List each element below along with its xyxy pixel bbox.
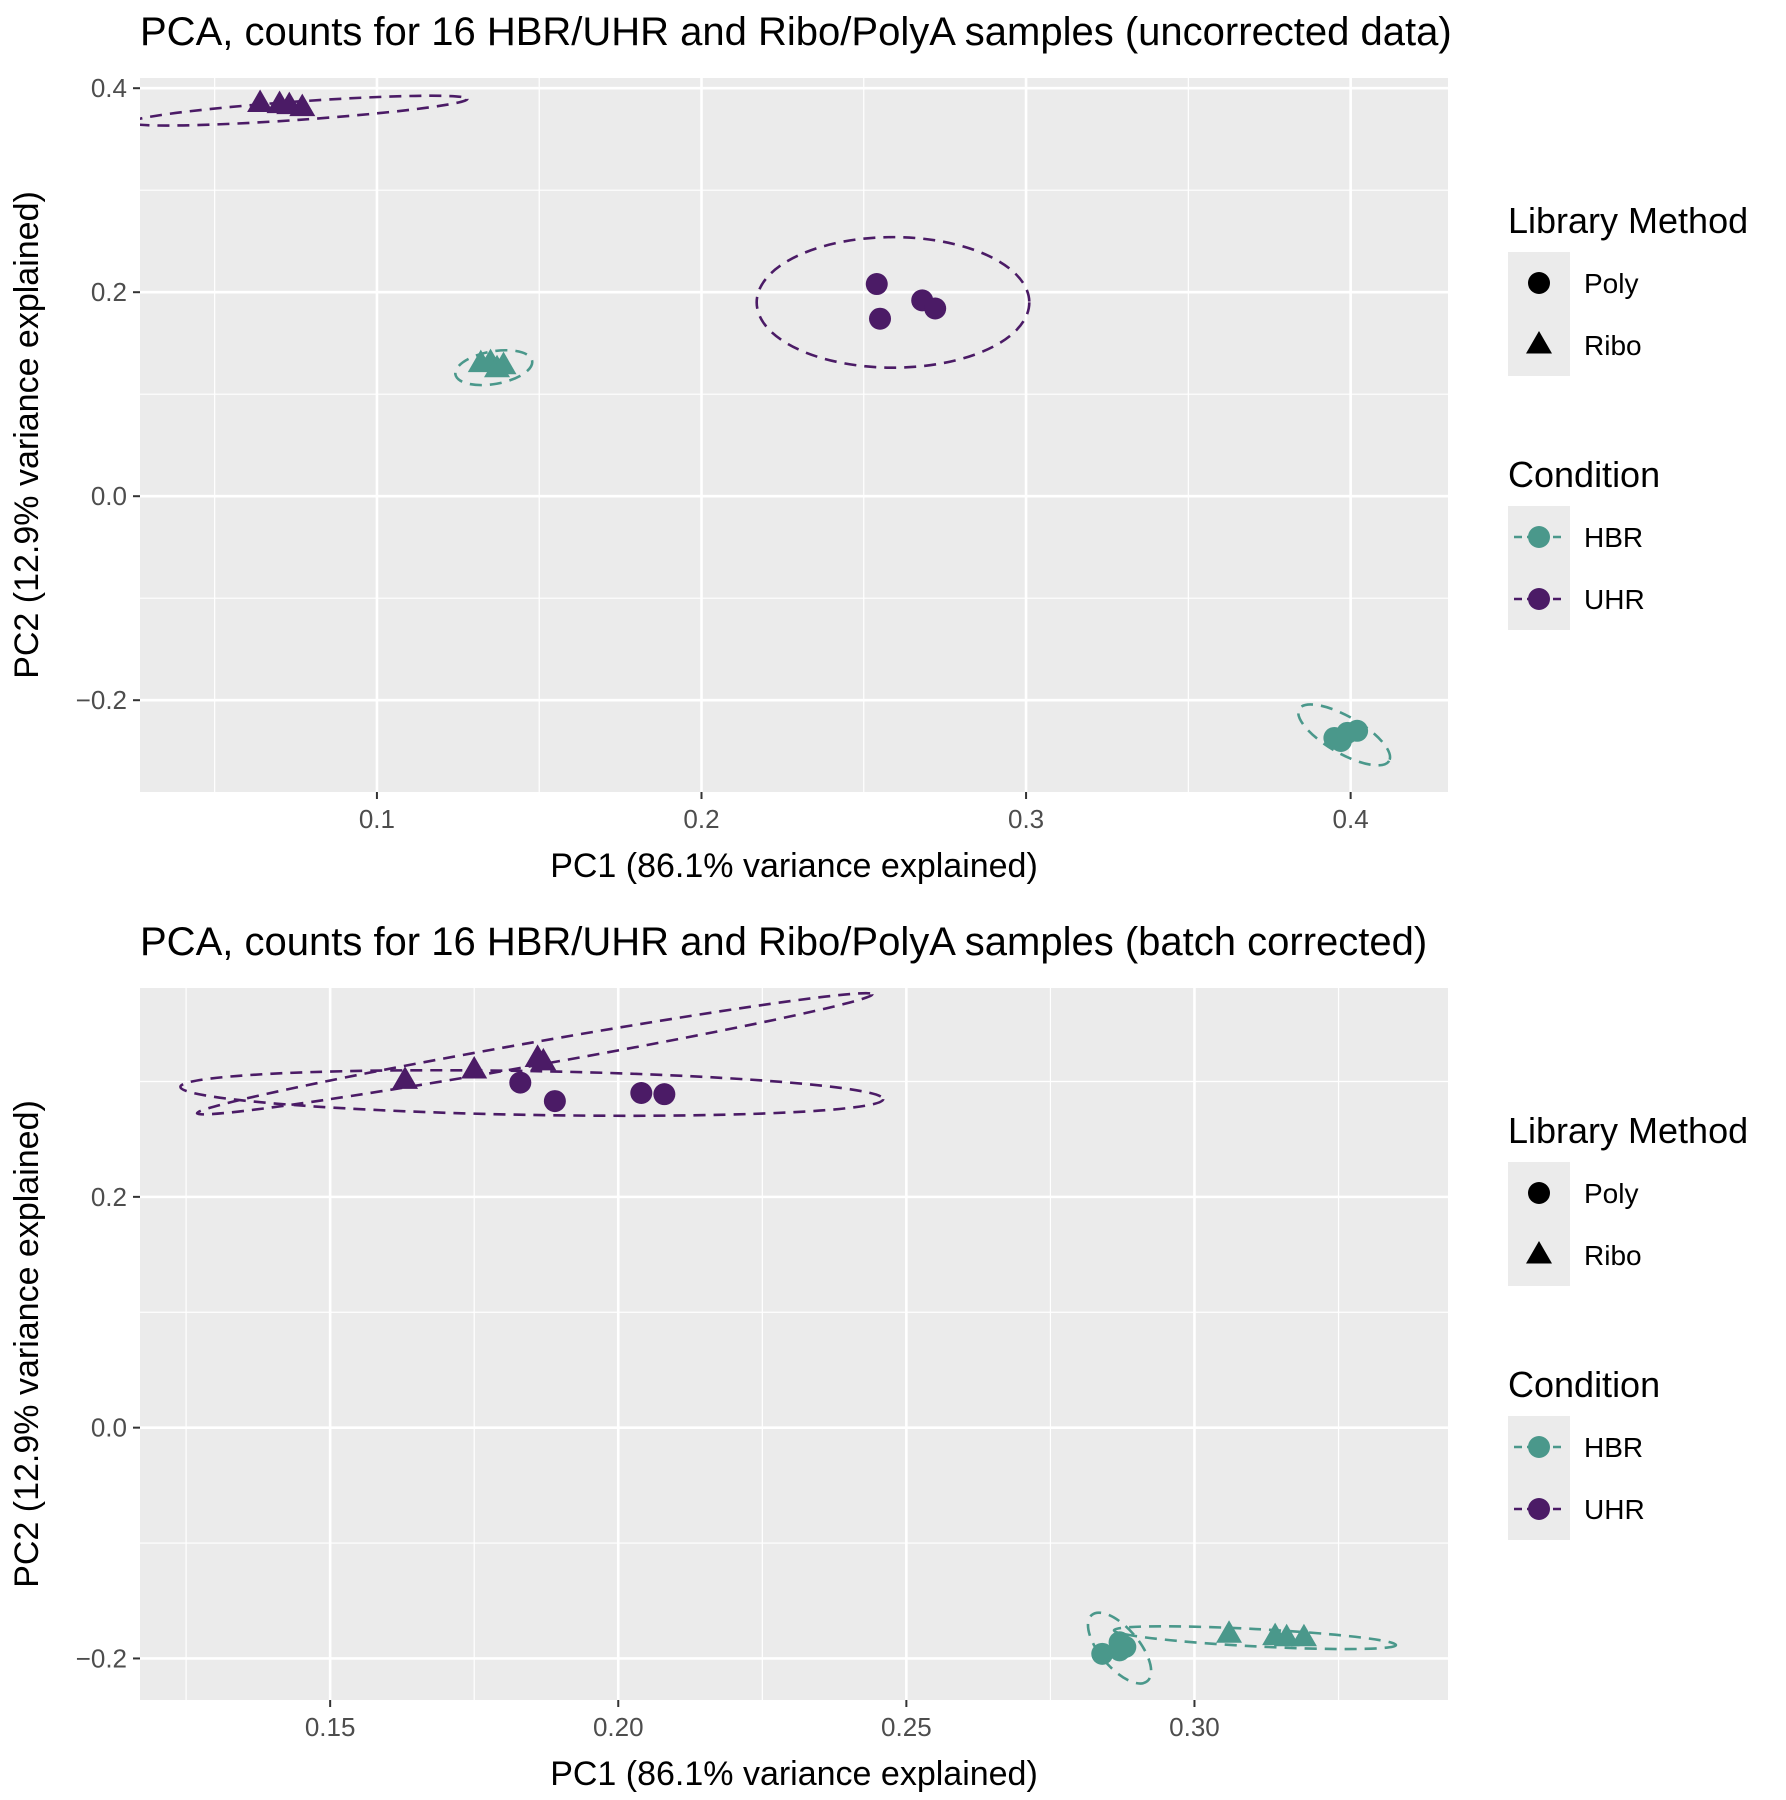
legend-label-condition: HBR — [1584, 522, 1643, 553]
chart-panel-1: PCA, counts for 16 HBR/UHR and Ribo/Poly… — [8, 10, 1748, 885]
plot-panel — [140, 988, 1448, 1700]
legend-title-condition: Condition — [1508, 1364, 1660, 1405]
point-uhr-poly — [630, 1082, 653, 1105]
point-uhr-ribo — [247, 89, 274, 113]
x-tick-label: 0.25 — [881, 1712, 932, 1742]
point-hbr-ribo — [490, 351, 517, 375]
legend-ribo-icon — [1526, 1241, 1552, 1264]
x-tick-label: 0.4 — [1333, 804, 1369, 834]
legend-label-condition: HBR — [1584, 1432, 1643, 1463]
point-uhr-ribo — [461, 1055, 488, 1079]
legend-ribo-icon — [1526, 331, 1552, 354]
point-hbr-ribo — [1290, 1623, 1317, 1647]
x-tick-label: 0.1 — [359, 804, 395, 834]
x-tick-label: 0.30 — [1169, 1712, 1220, 1742]
point-hbr-ribo — [1216, 1620, 1243, 1643]
point-uhr-poly — [653, 1083, 676, 1106]
x-tick-label: 0.2 — [683, 804, 719, 834]
x-axis-title: PC1 (86.1% variance explained) — [550, 1755, 1038, 1793]
x-axis-title: PC1 (86.1% variance explained) — [550, 847, 1038, 885]
point-uhr-poly — [924, 297, 947, 320]
legend-uhr-icon — [1528, 1498, 1550, 1520]
point-hbr-ribo — [1273, 1623, 1300, 1647]
x-tick-label: 0.15 — [305, 1712, 356, 1742]
chart-title: PCA, counts for 16 HBR/UHR and Ribo/Poly… — [140, 10, 1452, 54]
grid-lines — [140, 988, 1448, 1700]
point-uhr-ribo — [530, 1047, 557, 1071]
legend-title-method: Library Method — [1508, 200, 1748, 241]
y-tick-label: 0.0 — [91, 481, 127, 511]
y-tick-label: −0.2 — [76, 685, 127, 715]
legend-title-method: Library Method — [1508, 1110, 1748, 1151]
confidence-ellipse-hbr — [1112, 1625, 1398, 1651]
legend: Library Method Poly Ribo Condition HBR UHR — [1508, 1110, 1748, 1540]
legend-label-method: Ribo — [1584, 1240, 1642, 1271]
legend: Library Method Poly Ribo Condition HBR UHR — [1508, 200, 1748, 630]
legend-label-method: Poly — [1584, 268, 1638, 299]
point-uhr-poly — [865, 273, 888, 296]
y-tick-label: 0.2 — [91, 1182, 127, 1212]
legend-poly-icon — [1528, 1182, 1550, 1204]
legend-uhr-icon — [1528, 588, 1550, 610]
confidence-ellipse-uhr — [179, 1068, 885, 1118]
confidence-ellipse-uhr — [755, 235, 1031, 369]
x-tick-label: 0.3 — [1008, 804, 1044, 834]
y-tick-label: −0.2 — [76, 1643, 127, 1673]
plot-panel — [140, 78, 1448, 792]
legend-poly-icon — [1528, 272, 1550, 294]
y-tick-label: 0.2 — [91, 277, 127, 307]
y-tick-label: 0.4 — [91, 73, 127, 103]
point-hbr-poly — [1091, 1642, 1114, 1665]
confidence-ellipse-hbr — [454, 348, 534, 387]
point-uhr-ribo — [392, 1066, 419, 1089]
data-layer — [140, 89, 1392, 767]
point-hbr-poly — [1114, 1635, 1137, 1658]
legend-label-condition: UHR — [1584, 1494, 1645, 1525]
legend-title-condition: Condition — [1508, 454, 1660, 495]
y-axis-title: PC2 (12.9% variance explained) — [8, 1100, 46, 1588]
grid-lines — [140, 78, 1448, 792]
chart-panel-2: PCA, counts for 16 HBR/UHR and Ribo/Poly… — [8, 920, 1748, 1793]
point-uhr-poly — [509, 1071, 532, 1094]
point-hbr-poly — [1346, 719, 1369, 742]
legend-hbr-icon — [1528, 1436, 1550, 1458]
confidence-ellipse-hbr — [1296, 703, 1392, 767]
point-uhr-ribo — [289, 93, 316, 117]
point-uhr-poly — [543, 1090, 566, 1113]
x-tick-label: 0.20 — [593, 1712, 644, 1742]
legend-hbr-icon — [1528, 526, 1550, 548]
legend-label-condition: UHR — [1584, 584, 1645, 615]
y-tick-label: 0.0 — [91, 1413, 127, 1443]
data-layer — [179, 991, 1398, 1685]
chart-title: PCA, counts for 16 HBR/UHR and Ribo/Poly… — [140, 920, 1427, 964]
legend-label-method: Poly — [1584, 1178, 1638, 1209]
legend-label-method: Ribo — [1584, 330, 1642, 361]
point-uhr-poly — [869, 307, 892, 330]
y-axis-title: PC2 (12.9% variance explained) — [8, 191, 46, 679]
